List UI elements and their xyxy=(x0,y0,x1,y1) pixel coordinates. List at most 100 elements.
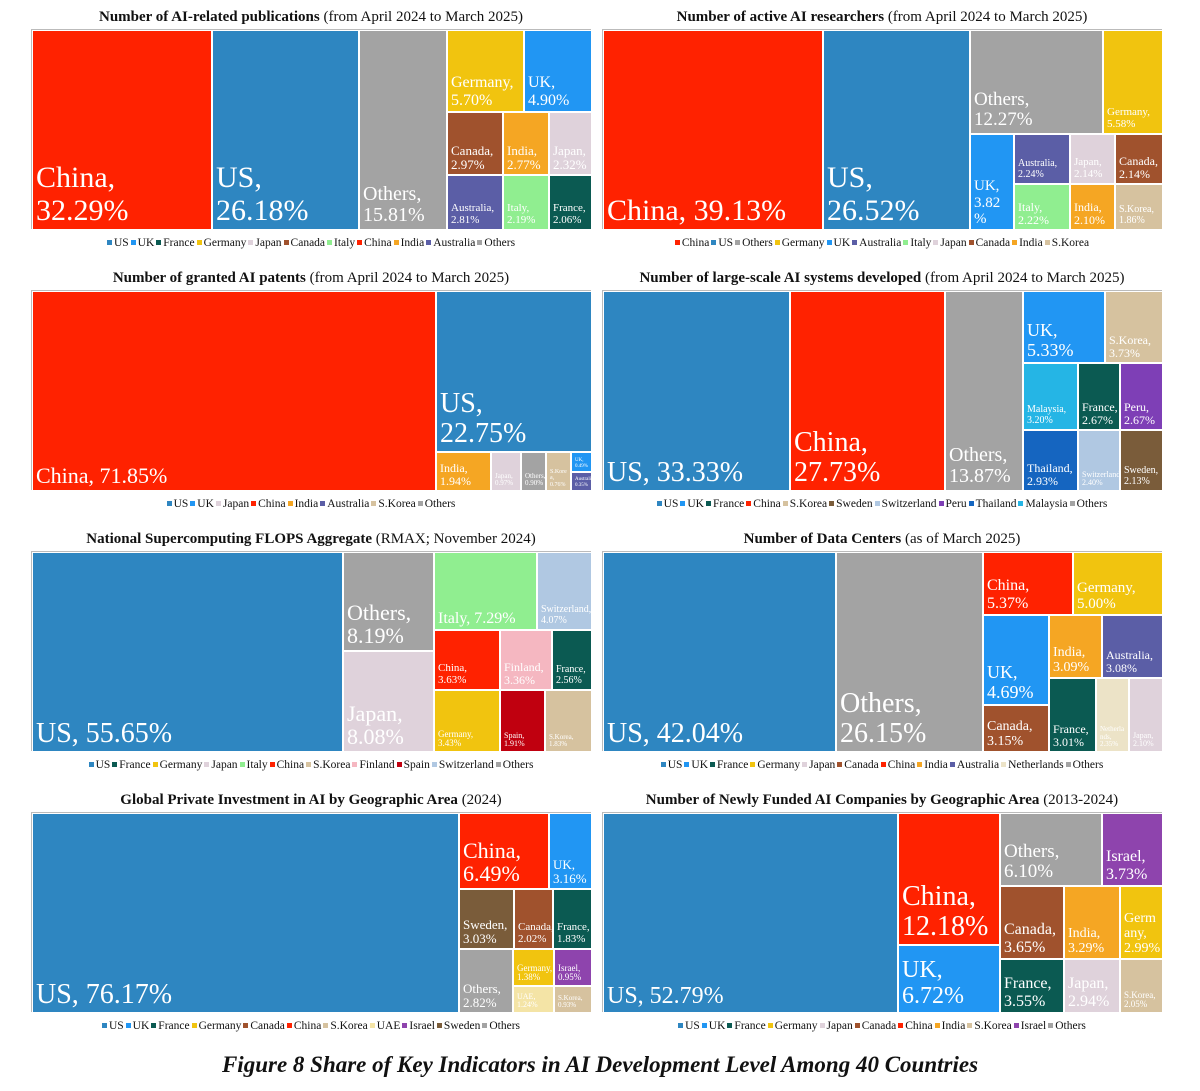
legend-swatch xyxy=(680,500,686,506)
cell-label: UK, 3.16% xyxy=(553,856,587,886)
treemap-cell-india: India, 3.29% xyxy=(1064,886,1120,959)
legend-swatch xyxy=(88,761,94,767)
panel-private-investment: Global Private Investment in AI by Geogr… xyxy=(31,790,592,1042)
legend-label: China xyxy=(258,498,286,510)
legend-label: Germany xyxy=(757,759,801,771)
panel-title: Number of active AI researchers (from Ap… xyxy=(676,9,1088,25)
legend-item: India xyxy=(917,756,948,774)
legend-label: Australia xyxy=(859,237,902,249)
treemap-cell-sweden: Sweden, 2.13% xyxy=(1120,430,1163,491)
legend-swatch xyxy=(287,500,293,506)
treemap-cell-us: US, 42.04% xyxy=(603,552,836,752)
legend-label: Switzerland xyxy=(438,759,494,771)
legend-swatch xyxy=(323,1022,329,1028)
legend-item: China xyxy=(746,495,781,513)
cell-label: Switzerland, 4.07% xyxy=(541,604,592,627)
cell-label: Sweden, 3.03% xyxy=(463,916,508,946)
treemap-cell-japan: Japan, 2.10% xyxy=(1129,678,1163,752)
treemap-cell-canada: Canada, 2.02% xyxy=(514,889,553,949)
cell-label: Peru, 2.67% xyxy=(1124,400,1155,428)
legend-label: S.Korea xyxy=(1051,237,1090,249)
legend-swatch xyxy=(251,500,257,506)
legend-swatch xyxy=(898,1022,904,1028)
legend-label: US xyxy=(685,1020,700,1032)
legend-item: Germany xyxy=(152,756,202,774)
legend-item: France xyxy=(156,234,195,252)
legend-item: S.Korea xyxy=(306,756,350,774)
treemap-cell-japan: Japan, 2.14% xyxy=(1070,134,1115,184)
legend-swatch xyxy=(903,239,909,245)
legend-label: UK xyxy=(687,498,704,510)
legend-label: France xyxy=(713,498,745,510)
legend-item: Canada xyxy=(837,756,879,774)
legend-swatch xyxy=(710,761,716,767)
cell-label: US, 26.18% xyxy=(216,161,309,227)
treemap-cell-japan: Japan, 0.97% xyxy=(491,452,521,491)
legend-item: France xyxy=(112,756,151,774)
cell-label: Japan, 2.94% xyxy=(1068,975,1110,1010)
legend-item: S.Korea xyxy=(323,1017,368,1035)
panel-supercomputing: National Supercomputing FLOPS Aggregate … xyxy=(31,529,592,781)
legend-label: US xyxy=(113,237,129,249)
legend-swatch xyxy=(393,239,399,245)
cell-label: France, 2.67% xyxy=(1082,400,1118,428)
legend-label: Japan xyxy=(222,498,250,510)
legend-label: Canada xyxy=(290,237,326,249)
legend-item: US xyxy=(711,234,733,252)
legend-item: Australia xyxy=(949,756,999,774)
legend-item: Australia xyxy=(320,495,369,513)
legend-swatch xyxy=(1012,239,1018,245)
legend-item: China xyxy=(880,756,915,774)
cell-label: S.Korea, 0.93% xyxy=(558,993,583,1010)
cell-label: Japan, 2.10% xyxy=(1133,730,1154,749)
legend-item: Germany xyxy=(767,1017,818,1035)
legend-item: China xyxy=(269,756,304,774)
legend-item: Spain xyxy=(396,756,430,774)
cell-label: Sweden, 2.13% xyxy=(1124,465,1159,488)
legend-swatch xyxy=(802,761,808,767)
legend-label: US xyxy=(718,237,734,249)
panel-funded-companies: Number of Newly Funded AI Companies by G… xyxy=(602,790,1163,1042)
cell-label: UK, 0.49% xyxy=(575,458,588,469)
cell-label: US, 33.33% xyxy=(607,456,744,488)
legend-item: S.Korea xyxy=(782,495,827,513)
cell-label: Canada, 2.14% xyxy=(1119,154,1158,182)
legend-swatch xyxy=(829,500,835,506)
legend-item: Switzerland xyxy=(431,756,494,774)
legend-label: Canada xyxy=(861,1020,897,1032)
legend-item: Sweden xyxy=(829,495,873,513)
cell-label: China, 32.29% xyxy=(36,161,129,227)
legend-swatch xyxy=(701,1022,707,1028)
treemap-cell-australia: Australia, 0.35% xyxy=(571,472,592,491)
legend-item: Japan xyxy=(204,756,238,774)
legend-label: Canada xyxy=(975,237,1011,249)
legend-swatch xyxy=(101,1022,107,1028)
treemap-cell-japan: Japan, 8.08% xyxy=(343,651,434,752)
legend-swatch xyxy=(283,239,289,245)
cell-label: Others, 12.27% xyxy=(974,88,1033,131)
panel-title: Number of AI-related publications (from … xyxy=(98,9,524,25)
panel-publications: Number of AI-related publications (from … xyxy=(31,7,592,259)
legend-swatch xyxy=(320,500,326,506)
treemap-cell-france: France, 2.56% xyxy=(552,630,592,690)
cell-label: UK, 5.33% xyxy=(1027,320,1074,360)
legend-swatch xyxy=(656,500,662,506)
legend: US UK France Germany Japan Canada Italy China In… xyxy=(31,234,591,252)
treemap-cell-italy: Italy, 2.19% xyxy=(503,175,549,230)
cell-label: Finland, 3.36% xyxy=(504,660,544,688)
legend-item: Japan xyxy=(802,756,835,774)
treemap-cell-us: US, 76.17% xyxy=(32,813,459,1013)
legend-swatch xyxy=(880,761,886,767)
cell-label: India, 3.29% xyxy=(1068,925,1105,956)
legend-swatch xyxy=(125,1022,131,1028)
panel-patents: Number of granted AI patents (from April… xyxy=(31,268,592,520)
treemap-cell-us: US, 26.18% xyxy=(212,30,359,230)
legend-item: Others xyxy=(417,495,455,513)
cell-label: Germany, 5.70% xyxy=(451,74,514,109)
treemap-cell-israel: Israel, 3.73% xyxy=(1102,813,1163,886)
legend-label: Finland xyxy=(359,759,395,771)
legend-item: UK xyxy=(130,234,154,252)
legend-item: US xyxy=(660,756,682,774)
legend-swatch xyxy=(727,1022,733,1028)
treemap-cell-germany: Germany, 5.00% xyxy=(1073,552,1163,615)
